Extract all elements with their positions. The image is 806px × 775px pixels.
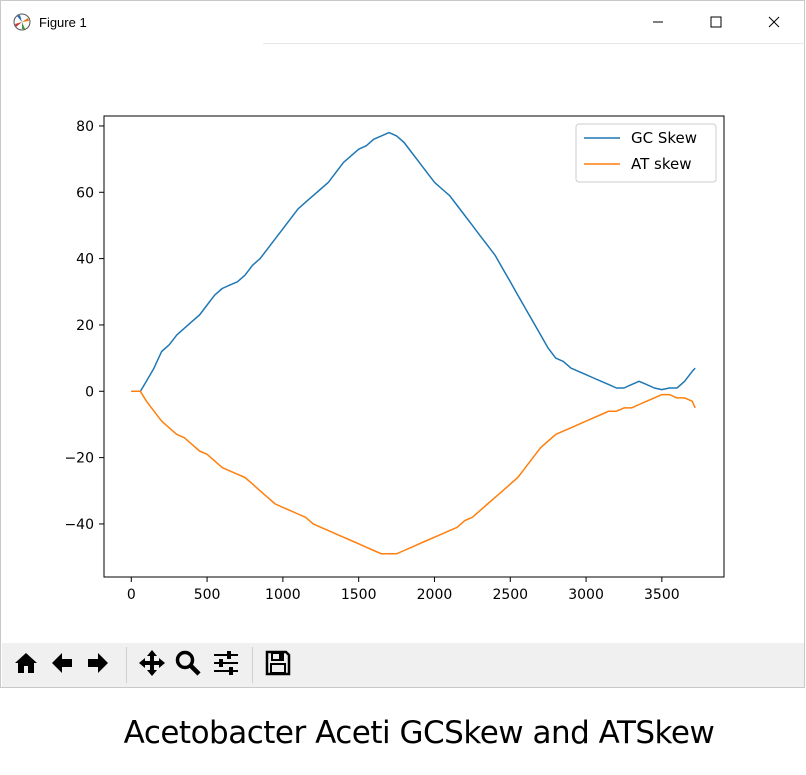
- y-tick-label: 20: [76, 318, 94, 334]
- figure-window: Figure 1 0 500 1000 1500 2000 2500 3000 3500 −40…: [0, 0, 805, 688]
- series-line-at-skew: [131, 390, 696, 555]
- y-tick-label: −40: [64, 517, 94, 533]
- close-button[interactable]: [745, 1, 803, 43]
- x-tick-label: 2000: [417, 587, 453, 603]
- x-tick-label: 0: [127, 587, 136, 603]
- configure-subplots-button[interactable]: [210, 648, 242, 682]
- line-chart[interactable]: 0 500 1000 1500 2000 2500 3000 3500 −40 −20 0 20 40 6…: [1, 44, 804, 643]
- zoom-button[interactable]: [172, 648, 204, 682]
- x-tick-label: 1000: [265, 587, 301, 603]
- navigation-toolbar: [2, 643, 804, 687]
- configure-subplots-icon: [212, 649, 240, 681]
- figure-caption: Acetobacter Aceti GCSkew and ATSkew: [123, 715, 715, 751]
- matplotlib-logo-icon: [13, 13, 31, 31]
- home-icon: [13, 650, 39, 680]
- title-separator: [263, 43, 805, 44]
- back-arrow-icon: [49, 650, 75, 680]
- forward-arrow-icon: [85, 650, 111, 680]
- y-tick-label: −20: [64, 451, 94, 467]
- x-tick-label: 3500: [644, 587, 680, 603]
- zoom-icon: [174, 649, 202, 681]
- series-line-gc-skew: [131, 131, 696, 393]
- x-tick-label: 500: [194, 587, 221, 603]
- figure-canvas[interactable]: 0 500 1000 1500 2000 2500 3000 3500 −40 −20 0 20 40 6…: [1, 44, 804, 647]
- toolbar-separator: [126, 647, 127, 683]
- axes-frame: [103, 115, 725, 578]
- pan-button[interactable]: [136, 648, 168, 682]
- y-tick-label: 40: [76, 252, 94, 268]
- x-tick-label: 1500: [341, 587, 377, 603]
- legend: GC Skew AT skew: [575, 123, 717, 183]
- y-tick-label: 0: [85, 384, 94, 400]
- save-button[interactable]: [262, 648, 294, 682]
- home-button[interactable]: [10, 648, 42, 682]
- save-icon: [264, 649, 292, 681]
- forward-button[interactable]: [82, 648, 114, 682]
- x-tick-label: 2500: [492, 587, 528, 603]
- back-button[interactable]: [46, 648, 78, 682]
- legend-label-at-skew: AT skew: [631, 155, 692, 173]
- pan-icon: [138, 649, 166, 681]
- minimize-icon: [652, 16, 664, 28]
- maximize-button[interactable]: [687, 1, 745, 43]
- window-title: Figure 1: [39, 15, 87, 30]
- title-bar[interactable]: Figure 1: [1, 1, 804, 43]
- y-tick-label: 80: [76, 119, 94, 135]
- x-tick-label: 3000: [568, 587, 604, 603]
- maximize-icon: [710, 16, 722, 28]
- minimize-button[interactable]: [629, 1, 687, 43]
- toolbar-separator: [252, 647, 253, 683]
- close-icon: [768, 16, 780, 28]
- y-tick-label: 60: [76, 185, 94, 201]
- legend-label-gc-skew: GC Skew: [631, 129, 697, 147]
